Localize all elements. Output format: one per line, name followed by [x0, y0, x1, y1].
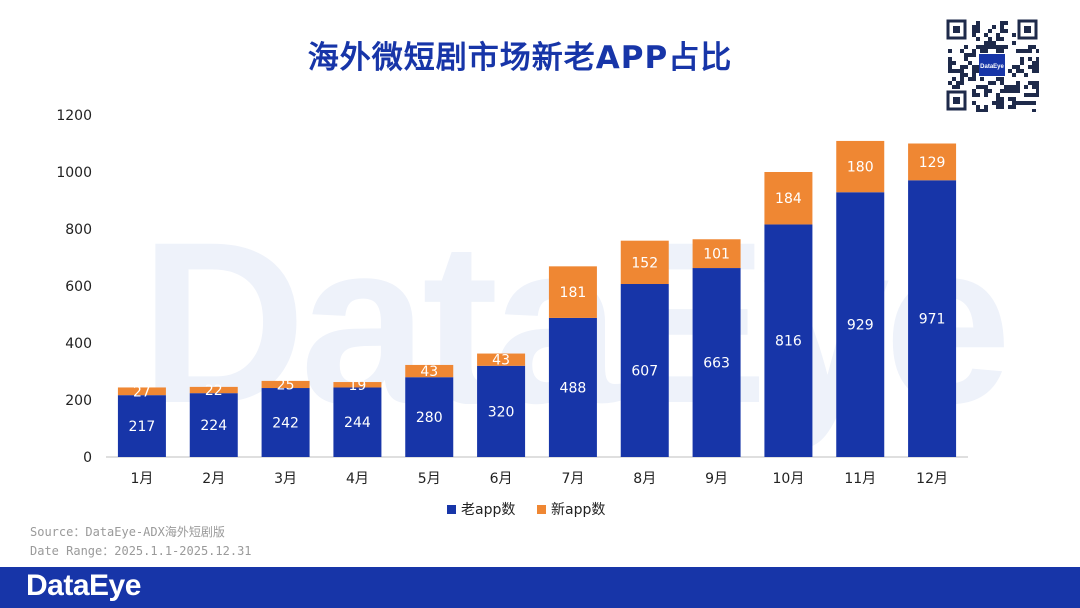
- bar-old-app: [836, 192, 885, 458]
- bar-new-app: [836, 140, 885, 193]
- x-tick-label: 2月: [202, 471, 225, 487]
- bar-old-app: [405, 377, 454, 457]
- bar-new-app: [117, 387, 166, 396]
- x-tick-label: 5月: [418, 471, 441, 487]
- data-label-new: 181: [560, 285, 587, 301]
- x-tick-label: 11月: [844, 471, 876, 487]
- legend-swatch: [537, 505, 546, 514]
- y-tick-label: 1000: [56, 165, 92, 181]
- data-label-new: 22: [205, 383, 223, 399]
- bar-new-app: [189, 386, 238, 394]
- y-tick-label: 0: [83, 450, 92, 466]
- legend-label: 老app数: [461, 502, 515, 518]
- data-label-new: 27: [133, 384, 151, 400]
- bar-old-app: [261, 388, 310, 457]
- y-tick-label: 600: [65, 279, 92, 295]
- x-tick-label: 10月: [773, 471, 805, 487]
- data-label-old: 929: [847, 318, 874, 334]
- bar-new-app: [477, 353, 526, 366]
- footer-logo: DataEye: [26, 569, 141, 602]
- data-label-new: 43: [420, 364, 438, 380]
- y-tick-label: 400: [65, 336, 92, 352]
- data-label-old: 244: [344, 415, 371, 431]
- bar-new-app: [692, 239, 741, 269]
- date-range-line: Date Range：2025.1.1-2025.12.31: [30, 544, 252, 558]
- data-label-new: 25: [277, 377, 295, 393]
- x-tick-label: 12月: [916, 471, 948, 487]
- bar-old-app: [620, 284, 669, 457]
- bar-new-app: [333, 382, 382, 388]
- y-tick-label: 200: [65, 393, 92, 409]
- source-line: Source：DataEye-ADX海外短剧版: [30, 525, 225, 539]
- data-label-old: 217: [129, 419, 156, 435]
- data-label-old: 971: [919, 312, 946, 328]
- bar-old-app: [117, 395, 166, 457]
- footer-bar: DataEye: [0, 567, 1080, 608]
- y-tick-label: 1200: [56, 108, 92, 124]
- page-title: 海外微短剧市场新老APP占比: [307, 40, 733, 76]
- x-tick-label: 6月: [490, 471, 513, 487]
- data-label-new: 180: [847, 160, 874, 176]
- bar-new-app: [548, 266, 597, 318]
- bar-new-app: [764, 172, 813, 225]
- data-label-old: 607: [631, 364, 658, 380]
- y-tick-label: 800: [65, 222, 92, 238]
- data-label-new: 43: [492, 353, 510, 369]
- data-label-old: 663: [703, 356, 730, 372]
- bar-old-app: [189, 393, 238, 457]
- x-tick-label: 1月: [130, 471, 153, 487]
- bar-new-app: [261, 380, 310, 389]
- data-label-old: 242: [272, 416, 299, 432]
- data-label-new: 184: [775, 191, 802, 207]
- data-label-old: 280: [416, 410, 443, 426]
- data-label-old: 320: [488, 404, 515, 420]
- legend-label: 新app数: [551, 502, 605, 518]
- data-label-old: 224: [200, 418, 227, 434]
- data-label-new: 129: [919, 155, 946, 171]
- bar-old-app: [548, 317, 597, 457]
- bar-old-app: [333, 387, 382, 457]
- data-label-old: 488: [560, 380, 587, 396]
- data-label-old: 816: [775, 334, 802, 350]
- data-label-new: 19: [349, 378, 367, 394]
- x-tick-label: 9月: [705, 471, 728, 487]
- bar-new-app: [405, 364, 454, 378]
- data-label-new: 152: [631, 255, 658, 271]
- bar-new-app: [908, 143, 957, 181]
- bar-old-app: [692, 268, 741, 457]
- bar-old-app: [764, 224, 813, 457]
- x-tick-label: 4月: [346, 471, 369, 487]
- bar-old-app: [908, 180, 957, 457]
- qr-code: DataEye: [945, 18, 1039, 112]
- x-tick-label: 8月: [633, 471, 656, 487]
- x-tick-label: 3月: [274, 471, 297, 487]
- x-tick-label: 7月: [561, 471, 584, 487]
- bar-old-app: [477, 365, 526, 457]
- bar-new-app: [620, 240, 669, 285]
- qr-center-label: DataEye: [980, 64, 1004, 70]
- legend-swatch: [447, 505, 456, 514]
- data-label-new: 101: [703, 247, 730, 263]
